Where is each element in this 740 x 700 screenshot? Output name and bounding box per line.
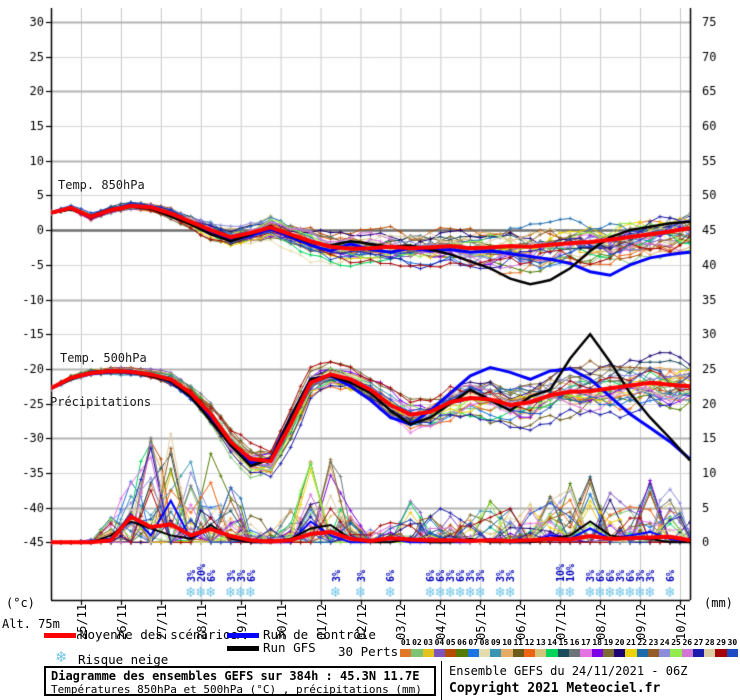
pert-swatch-30 [726,649,738,657]
legend-snow-label: Risque neige [78,652,169,667]
pert-swatch-11 [512,649,524,657]
right-axis-unit: (mm) [704,596,733,610]
date-label-07-12: 07/12 [554,603,569,640]
pert-number-04: 04 [434,638,445,647]
pert-number-20: 20 [614,638,625,647]
pert-number-02: 02 [412,638,422,647]
copyright: Copyright 2021 Meteociel.fr [449,681,661,696]
pert-swatch-05 [445,649,457,657]
pert-swatch-10 [501,649,513,657]
date-label-06-12: 06/12 [514,603,529,640]
control-line-swatch [227,633,259,638]
pert-swatch-16 [568,649,581,657]
pert-number-29: 29 [716,638,726,647]
pert-swatch-28 [704,649,716,657]
title-box: Diagramme des ensembles GEFS sur 384h : … [44,666,436,696]
pert-swatch-29 [715,649,727,657]
diagram-subtitle: Températures 850hPa et 500hPa (°C) , pré… [51,683,422,696]
pert-swatch-06 [456,649,468,657]
pert-swatch-08 [478,649,491,657]
pert-number-30: 30 [727,638,738,647]
pert-number-26: 26 [682,638,693,647]
legend-mean-label: Moyenne des scénarios [80,627,239,642]
pert-number-21: 21 [626,638,636,647]
pert-number-27: 27 [693,638,704,647]
pert-swatch-09 [490,649,502,657]
pert-number-25: 25 [671,638,681,647]
altitude-label: Alt. 75m [2,617,60,631]
footer-divider [441,661,442,700]
pert-number-28: 28 [704,638,715,647]
pert-number-15: 15 [558,638,569,647]
date-label-05-12: 05/12 [474,603,489,640]
pert-swatch-27 [692,649,705,657]
pert-swatch-03 [422,649,434,657]
label-temp-500: Temp. 500hPa [60,351,147,365]
legend-control-label: Run de contrôle [263,627,376,642]
pert-swatch-04 [433,649,446,657]
pert-swatch-01 [400,649,412,657]
mean-line-swatch [44,633,76,638]
left-axis-unit: (°c) [6,596,35,610]
pert-number-07: 07 [468,638,479,647]
snowflake-icon: ❄ [55,648,68,666]
pert-swatch-21 [625,649,637,657]
pert-swatch-23 [647,649,660,657]
pert-swatch-07 [467,649,479,657]
ensemble-chart-canvas [0,0,740,640]
pert-swatch-15 [557,649,569,657]
pert-number-03: 03 [423,638,433,647]
pert-color-bar [400,649,738,657]
pert-number-14: 14 [547,638,557,647]
pert-number-12: 12 [524,638,535,647]
pert-swatch-14 [546,649,558,657]
pert-number-19: 19 [603,638,614,647]
pert-number-24: 24 [659,638,670,647]
pert-number-05: 05 [445,638,456,647]
pert-swatch-12 [523,649,536,657]
label-temp-850: Temp. 850hPa [58,178,145,192]
date-label-10-12: 10/12 [674,603,689,640]
pert-swatch-24 [659,649,671,657]
pert-number-09: 09 [490,638,501,647]
pert-swatch-02 [411,649,423,657]
pert-number-08: 08 [479,638,490,647]
pert-number-22: 22 [637,638,648,647]
date-label-09-12: 09/12 [634,603,649,640]
diagram-title: Diagramme des ensembles GEFS sur 384h : … [51,669,420,683]
date-label-03-12: 03/12 [394,603,409,640]
run-info: Ensemble GEFS du 24/11/2021 - 06Z [449,664,688,678]
pert-swatch-13 [535,649,547,657]
date-label-04-12: 04/12 [434,603,449,640]
pert-number-row: 01 02 03 04 05 06 07 08 09 10 11 12 13 14 15 16 17 18 19 20… [400,638,738,647]
pert-number-01: 01 [400,638,411,647]
gfs-line-swatch [227,646,259,651]
pert-number-17: 17 [581,638,591,647]
pert-number-13: 13 [536,638,546,647]
pert-swatch-19 [602,649,615,657]
label-precipitations: Précipitations [50,395,152,409]
pert-number-10: 10 [502,638,512,647]
pert-swatch-20 [614,649,626,657]
pert-number-23: 23 [648,638,659,647]
pert-swatch-25 [670,649,682,657]
pert-swatch-26 [681,649,693,657]
pert-number-11: 11 [513,638,524,647]
legend-gfs-label: Run GFS [263,640,316,655]
pert-swatch-18 [591,649,603,657]
pert-swatch-17 [580,649,592,657]
legend-perts-label: 30 Perts. [338,644,406,659]
pert-number-16: 16 [569,638,580,647]
pert-number-06: 06 [457,638,467,647]
date-label-08-12: 08/12 [594,603,609,640]
pert-number-18: 18 [592,638,602,647]
pert-swatch-22 [636,649,648,657]
